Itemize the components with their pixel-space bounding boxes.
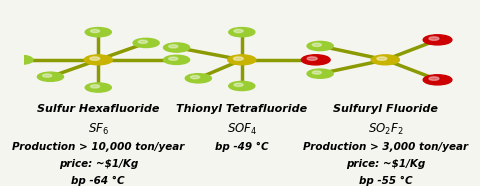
Circle shape (307, 41, 333, 51)
Circle shape (307, 57, 317, 60)
Circle shape (372, 55, 399, 65)
Circle shape (312, 71, 322, 74)
Text: bp -64 °C: bp -64 °C (72, 176, 125, 186)
Circle shape (191, 76, 200, 79)
Text: price: ~$1/Kg: price: ~$1/Kg (59, 159, 138, 169)
Circle shape (229, 81, 255, 91)
Text: $\mathit{SF_6}$: $\mathit{SF_6}$ (88, 122, 109, 137)
Circle shape (90, 85, 99, 88)
Text: price: ~$1/Kg: price: ~$1/Kg (346, 159, 425, 169)
Circle shape (12, 57, 21, 60)
Circle shape (377, 57, 387, 60)
Text: Thionyl Tetrafluoride: Thionyl Tetrafluoride (176, 104, 307, 114)
Circle shape (429, 37, 439, 40)
Circle shape (312, 43, 322, 46)
Circle shape (234, 83, 243, 86)
Text: $\mathit{SOF_4}$: $\mathit{SOF_4}$ (227, 122, 257, 137)
Circle shape (229, 28, 255, 37)
Circle shape (164, 43, 190, 52)
Circle shape (85, 83, 111, 92)
Circle shape (169, 45, 178, 48)
Circle shape (307, 69, 333, 78)
Circle shape (185, 74, 211, 83)
Circle shape (234, 29, 243, 33)
Circle shape (228, 55, 256, 65)
Circle shape (423, 35, 452, 45)
Text: Sulfur Hexafluoride: Sulfur Hexafluoride (37, 104, 159, 114)
Circle shape (90, 57, 100, 60)
Circle shape (429, 77, 439, 80)
Text: Production > 3,000 ton/year: Production > 3,000 ton/year (303, 142, 468, 152)
Circle shape (90, 29, 99, 33)
Text: bp -49 °C: bp -49 °C (215, 142, 269, 152)
Text: Production > 10,000 ton/year: Production > 10,000 ton/year (12, 142, 184, 152)
Text: bp -55 °C: bp -55 °C (359, 176, 412, 186)
Circle shape (233, 57, 243, 60)
Circle shape (7, 55, 33, 65)
Circle shape (133, 38, 159, 48)
Text: $\mathit{SO_2F_2}$: $\mathit{SO_2F_2}$ (368, 122, 403, 137)
Circle shape (301, 55, 330, 65)
Circle shape (37, 72, 63, 81)
Circle shape (85, 28, 111, 37)
Circle shape (423, 75, 452, 85)
Circle shape (169, 57, 178, 60)
Circle shape (138, 40, 147, 43)
Circle shape (164, 55, 190, 65)
Circle shape (84, 55, 112, 65)
Circle shape (43, 74, 52, 77)
Text: Sulfuryl Fluoride: Sulfuryl Fluoride (333, 104, 438, 114)
